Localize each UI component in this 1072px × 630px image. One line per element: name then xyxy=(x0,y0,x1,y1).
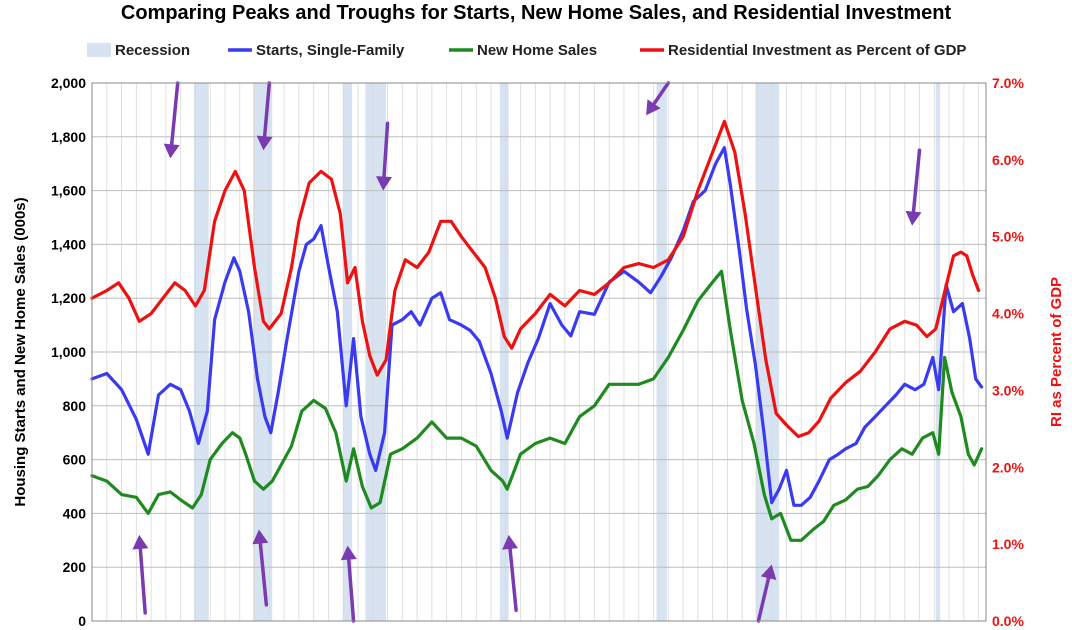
legend-label: Recession xyxy=(115,42,190,59)
annotation-arrow-7 xyxy=(340,545,357,623)
y-tick-label: 2,000 xyxy=(51,75,86,91)
chart-title: Comparing Peaks and Troughs for Starts, … xyxy=(121,2,952,24)
annotation-arrow-6 xyxy=(252,529,269,607)
plot-frame xyxy=(91,82,987,622)
legend-label: Residential Investment as Percent of GDP xyxy=(668,42,966,59)
annotation-arrow-9 xyxy=(756,564,777,623)
annotation-arrow-4 xyxy=(905,148,922,226)
series-lines xyxy=(90,119,984,542)
y-tick-label: 600 xyxy=(63,452,87,468)
legend-item-0: Recession xyxy=(87,42,190,59)
legend-label: Starts, Single-Family xyxy=(256,42,405,59)
y-tick-label: 1,800 xyxy=(51,129,86,145)
legend-label: New Home Sales xyxy=(477,42,597,59)
y2-tick-label: 7.0% xyxy=(992,75,1024,91)
annotation-arrow-2 xyxy=(376,121,393,191)
annotation-arrow-1 xyxy=(256,81,273,151)
y-tick-label: 1,400 xyxy=(51,236,86,252)
y-tick-label: 800 xyxy=(63,398,87,414)
y-tick-label: 400 xyxy=(63,505,87,521)
series-starts-single-family xyxy=(90,146,984,507)
y2-tick-label: 2.0% xyxy=(992,459,1024,475)
legend-item-2: New Home Sales xyxy=(449,42,597,59)
left-axis-ticks: 0 200 400 600 800 1,000 1,200 1,400 1,600 1,800 2,… xyxy=(51,75,86,629)
series-new-home-sales xyxy=(90,269,984,542)
y2-tick-label: 3.0% xyxy=(992,382,1024,398)
left-axis-label: Housing Starts and New Home Sales (000s) xyxy=(12,197,29,506)
y-tick-label: 0 xyxy=(78,613,86,629)
annotation-arrow-8 xyxy=(502,534,519,612)
series-residential-investment-as-percent-of-gdp xyxy=(90,119,981,439)
right-axis-ticks: 0.0% 1.0% 2.0% 3.0% 4.0% 5.0% 6.0% 7.0% xyxy=(992,75,1024,629)
annotation-arrow-5 xyxy=(132,534,149,615)
y-tick-label: 1,600 xyxy=(51,183,86,199)
annotation-arrow-0 xyxy=(163,81,180,159)
y2-tick-label: 0.0% xyxy=(992,613,1024,629)
gridlines xyxy=(91,82,986,622)
y2-tick-label: 6.0% xyxy=(992,152,1024,168)
annotation-arrows xyxy=(132,81,922,623)
legend: Recession Starts, Single-Family New Home S… xyxy=(87,42,966,59)
legend-swatch xyxy=(87,43,111,57)
y2-tick-label: 4.0% xyxy=(992,306,1024,322)
annotation-arrow-3 xyxy=(646,81,671,116)
y2-tick-label: 1.0% xyxy=(992,536,1024,552)
y-tick-label: 200 xyxy=(63,559,87,575)
y-tick-label: 1,200 xyxy=(51,290,86,306)
legend-item-3: Residential Investment as Percent of GDP xyxy=(640,42,966,59)
y2-tick-label: 5.0% xyxy=(992,229,1024,245)
y-tick-label: 1,000 xyxy=(51,344,86,360)
legend-item-1: Starts, Single-Family xyxy=(228,42,405,59)
right-axis-label: RI as Percent of GDP xyxy=(1048,277,1065,427)
